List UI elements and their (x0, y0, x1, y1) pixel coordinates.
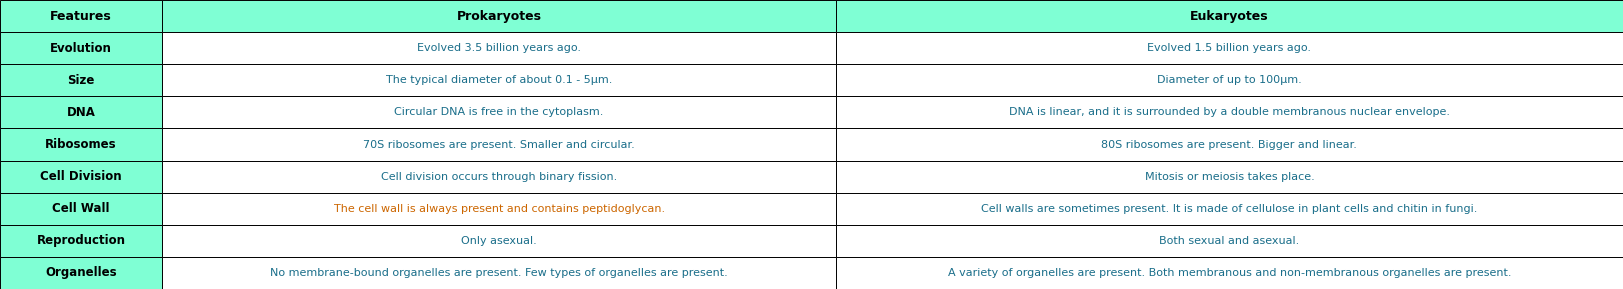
Text: Cell Division: Cell Division (41, 170, 122, 183)
Bar (162, 193, 836, 225)
Bar (836, 128, 1623, 161)
Bar (162, 64, 836, 96)
Bar (836, 193, 1623, 225)
Text: DNA is linear, and it is surrounded by a double membranous nuclear envelope.: DNA is linear, and it is surrounded by a… (1010, 108, 1449, 117)
Bar (836, 64, 1623, 96)
Text: Eukaryotes: Eukaryotes (1190, 10, 1269, 23)
Bar (162, 32, 836, 64)
Text: Circular DNA is free in the cytoplasm.: Circular DNA is free in the cytoplasm. (394, 108, 604, 117)
Text: Evolution: Evolution (50, 42, 112, 55)
Bar (0, 96, 162, 128)
Text: Evolved 3.5 billion years ago.: Evolved 3.5 billion years ago. (417, 43, 581, 53)
Text: No membrane-bound organelles are present. Few types of organelles are present.: No membrane-bound organelles are present… (269, 268, 729, 278)
Text: A variety of organelles are present. Both membranous and non-membranous organell: A variety of organelles are present. Bot… (948, 268, 1511, 278)
Bar (162, 225, 836, 257)
Bar (0, 64, 162, 96)
Bar (0, 0, 162, 32)
Bar (0, 128, 162, 161)
Text: Both sexual and asexual.: Both sexual and asexual. (1159, 236, 1300, 246)
Text: Cell Wall: Cell Wall (52, 202, 110, 215)
Text: Size: Size (68, 74, 94, 87)
Bar (162, 128, 836, 161)
Bar (162, 161, 836, 193)
Text: Organelles: Organelles (45, 266, 117, 279)
Bar (836, 161, 1623, 193)
Text: Cell division occurs through binary fission.: Cell division occurs through binary fiss… (381, 172, 617, 181)
Bar (0, 161, 162, 193)
Bar (162, 96, 836, 128)
Text: Mitosis or meiosis takes place.: Mitosis or meiosis takes place. (1144, 172, 1315, 181)
Bar (0, 32, 162, 64)
Bar (836, 225, 1623, 257)
Bar (836, 32, 1623, 64)
Text: 80S ribosomes are present. Bigger and linear.: 80S ribosomes are present. Bigger and li… (1102, 140, 1357, 149)
Bar (836, 0, 1623, 32)
Text: Only asexual.: Only asexual. (461, 236, 537, 246)
Text: Features: Features (50, 10, 112, 23)
Text: Reproduction: Reproduction (37, 234, 125, 247)
Text: Cell walls are sometimes present. It is made of cellulose in plant cells and chi: Cell walls are sometimes present. It is … (982, 204, 1477, 214)
Text: The cell wall is always present and contains peptidoglycan.: The cell wall is always present and cont… (333, 204, 665, 214)
Bar (162, 257, 836, 289)
Text: Ribosomes: Ribosomes (45, 138, 117, 151)
Text: The typical diameter of about 0.1 - 5μm.: The typical diameter of about 0.1 - 5μm. (386, 75, 612, 85)
Text: Evolved 1.5 billion years ago.: Evolved 1.5 billion years ago. (1147, 43, 1311, 53)
Bar (0, 225, 162, 257)
Text: DNA: DNA (67, 106, 96, 119)
Bar (0, 257, 162, 289)
Text: 70S ribosomes are present. Smaller and circular.: 70S ribosomes are present. Smaller and c… (364, 140, 635, 149)
Text: Prokaryotes: Prokaryotes (456, 10, 542, 23)
Bar (0, 193, 162, 225)
Text: Diameter of up to 100μm.: Diameter of up to 100μm. (1157, 75, 1302, 85)
Bar (162, 0, 836, 32)
Bar (836, 96, 1623, 128)
Bar (836, 257, 1623, 289)
